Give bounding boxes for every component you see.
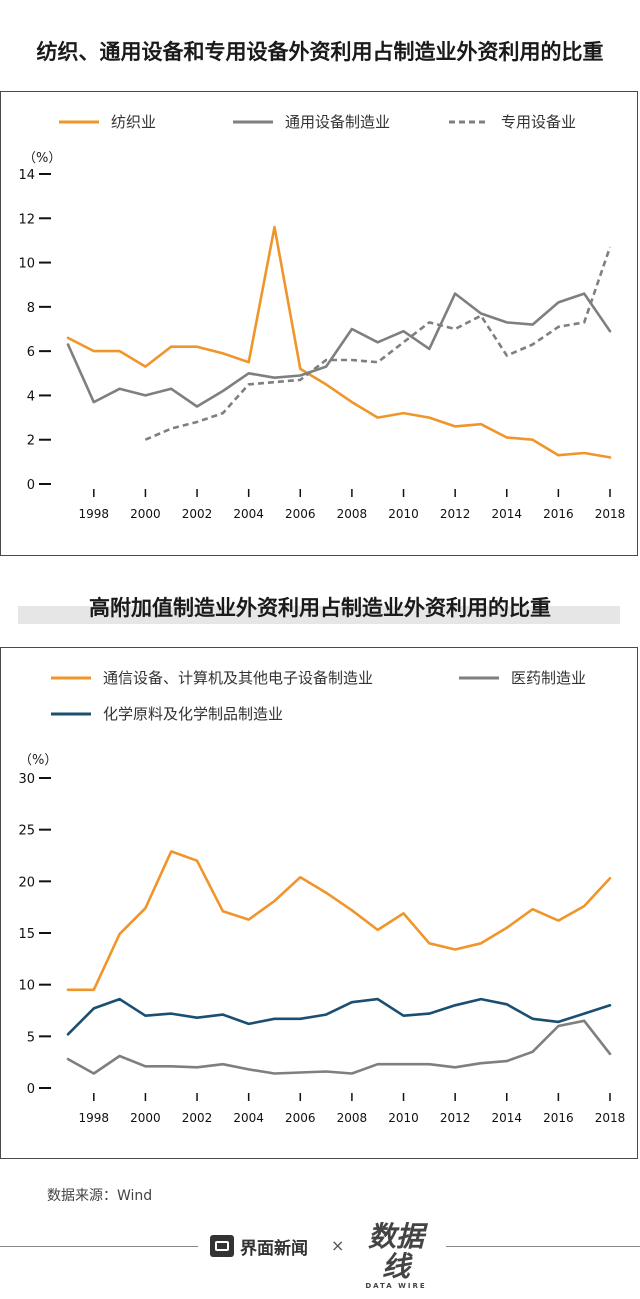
chart1-panel: （%） 0 2 4 6 8 10 12 14 1998 2000 2002 2004 2006 2008 20… xyxy=(0,91,638,556)
chart1-series-line-3 xyxy=(144,246,612,441)
chart2-series-line-2 xyxy=(66,1019,612,1075)
chart2-y-tick-label: 25 xyxy=(18,824,35,839)
chart2-legend-label-3: 化学原料及化学制品制造业 xyxy=(103,705,283,723)
chart2-x-tick-label: 2016 xyxy=(543,1111,574,1125)
chart1-x-tick-label: 2000 xyxy=(130,507,161,521)
datawire-logo-main: 数据线 xyxy=(367,1220,424,1283)
chart2-x-tick-label: 2010 xyxy=(388,1111,419,1125)
chart2-y-axis-title: （%） xyxy=(19,753,57,768)
chart1-legend-label-2: 通用设备制造业 xyxy=(285,113,390,131)
chart1-series-line-1 xyxy=(66,225,612,459)
chart2-y-tick-label: 30 xyxy=(18,772,35,787)
chart2-y-tick-label: 0 xyxy=(27,1082,35,1097)
chart2-x-tick-label: 1998 xyxy=(79,1111,110,1125)
footer-divider-right xyxy=(446,1246,640,1247)
chart2-panel: （%） 0 5 10 15 20 25 30 1998 2000 2002 2004 2006 2008 2… xyxy=(0,647,638,1159)
chart2-x-tick-label: 2006 xyxy=(285,1111,316,1125)
chart2-x-tick-label: 2004 xyxy=(233,1111,264,1125)
datawire-logo: 数据线 DATA WIRE xyxy=(356,1220,436,1291)
chart1-x-tick-label: 2016 xyxy=(543,507,574,521)
chart1-x-tick-label: 2002 xyxy=(182,507,213,521)
chart1-x-tick-label: 2008 xyxy=(337,507,368,521)
chart1-x-tick-label: 1998 xyxy=(79,507,110,521)
chart2-title: 高附加值制造业外资利用占制造业外资利用的比重 xyxy=(89,596,551,620)
data-source: 数据来源：Wind xyxy=(47,1188,153,1204)
chart1-svg: （%） 0 2 4 6 8 10 12 14 1998 2000 2002 2004 2006 2008 20… xyxy=(18,113,626,521)
chart1-y-tick-label: 12 xyxy=(18,212,35,227)
chart1-title: 纺织、通用设备和专用设备外资利用占制造业外资利用的比重 xyxy=(36,40,604,64)
chart1-legend-label-1: 纺织业 xyxy=(111,113,156,131)
chart1-y-tick-label: 2 xyxy=(27,434,35,449)
chart1-y-tick-label: 8 xyxy=(27,301,35,316)
chart1-legend-label-3: 专用设备业 xyxy=(501,113,576,131)
brand-name: 界面新闻 xyxy=(240,1238,308,1259)
chart2-x-tick-label: 2014 xyxy=(491,1111,522,1125)
chart1-x-tick-label: 2010 xyxy=(388,507,419,521)
chart2-x-tick-label: 2012 xyxy=(440,1111,471,1125)
chart1-series-line-2 xyxy=(66,292,612,408)
chart2-y-tick-label: 5 xyxy=(27,1030,35,1045)
chart2-svg: （%） 0 5 10 15 20 25 30 1998 2000 2002 2004 2006 2008 2… xyxy=(18,669,626,1125)
chart1-y-tick-label: 4 xyxy=(27,389,35,404)
chart2-y-tick-label: 10 xyxy=(18,979,35,994)
chart1-y-tick-label: 0 xyxy=(27,478,35,493)
chart2-x-tick-label: 2008 xyxy=(337,1111,368,1125)
chart1-x-tick-label: 2018 xyxy=(595,507,626,521)
chart2-x-tick-label: 2000 xyxy=(130,1111,161,1125)
chart1-y-axis-title: （%） xyxy=(23,151,61,166)
chart2-legend-label-2: 医药制造业 xyxy=(511,669,586,687)
chart2-x-tick-label: 2018 xyxy=(595,1111,626,1125)
jiemian-logo-icon xyxy=(210,1235,234,1257)
chart2-series-line-1 xyxy=(66,850,612,992)
chart2-series-line-3 xyxy=(66,997,612,1036)
chart1-y-tick-label: 14 xyxy=(18,168,35,183)
chart1-y-tick-label: 10 xyxy=(18,257,35,272)
chart1-x-tick-label: 2012 xyxy=(440,507,471,521)
chart1-x-tick-label: 2014 xyxy=(491,507,522,521)
jiemian-brand: 界面新闻 xyxy=(210,1233,308,1259)
chart2-title-band xyxy=(18,606,620,624)
cross-symbol: × xyxy=(331,1236,345,1255)
chart2-legend-label-1: 通信设备、计算机及其他电子设备制造业 xyxy=(103,669,373,687)
chart2-y-tick-label: 20 xyxy=(18,875,35,890)
chart1-y-tick-label: 6 xyxy=(27,345,35,360)
footer-divider-left xyxy=(0,1246,198,1247)
chart1-x-tick-label: 2004 xyxy=(233,507,264,521)
chart2-y-tick-label: 15 xyxy=(18,927,35,942)
chart1-x-tick-label: 2006 xyxy=(285,507,316,521)
datawire-logo-sub: DATA WIRE xyxy=(365,1282,427,1290)
chart2-x-tick-label: 2002 xyxy=(182,1111,213,1125)
